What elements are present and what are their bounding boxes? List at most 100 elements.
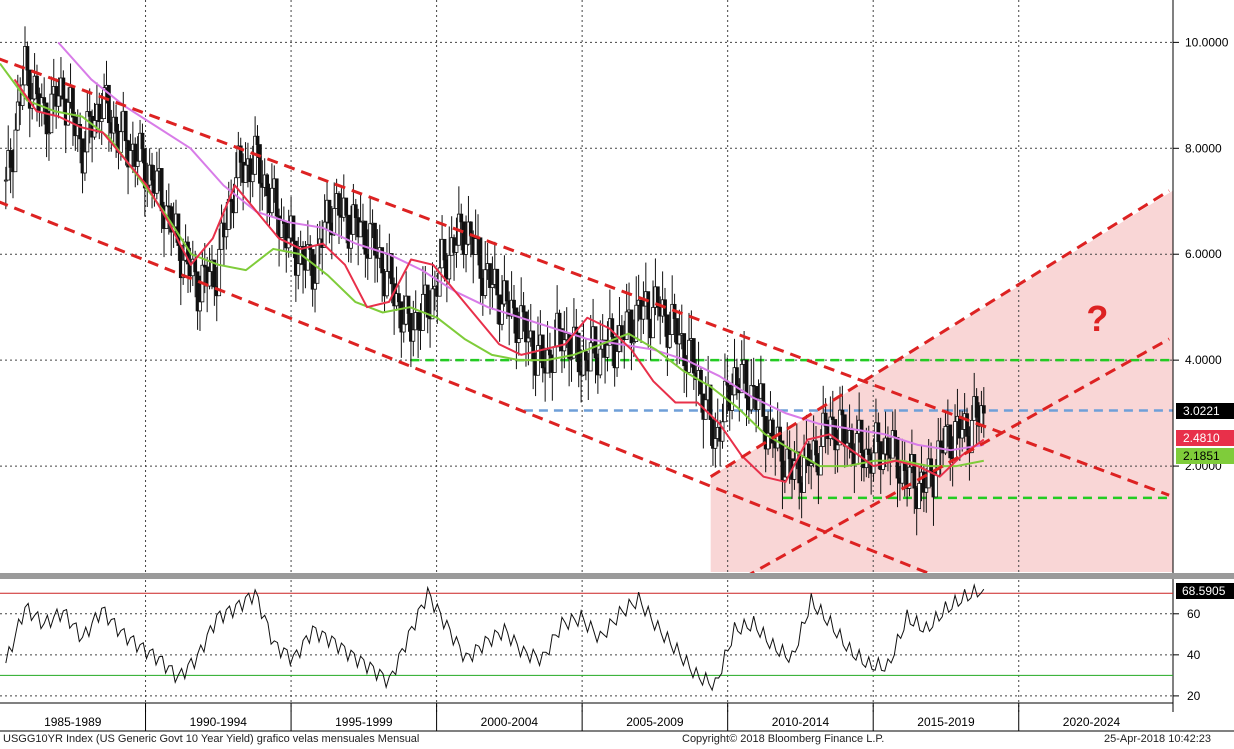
candle-body [27, 69, 32, 109]
candle-body [490, 284, 495, 288]
candle-body [907, 466, 912, 489]
candle-body [399, 301, 404, 333]
rsi-line [5, 583, 985, 692]
candle-body [830, 416, 835, 420]
candle-body [447, 254, 452, 280]
candle-body [818, 446, 823, 476]
candle-body [629, 309, 634, 344]
candle-body [770, 419, 775, 444]
rsi-last-label: 68.5905 [1182, 584, 1226, 598]
price-label-box [1176, 448, 1234, 464]
candle-body [176, 213, 181, 246]
candle-body [850, 429, 854, 453]
rsi-panel: 60 40 20 68.5905 [0, 583, 1234, 703]
candle-body [524, 311, 528, 343]
candle-body [87, 111, 92, 117]
candle-body [969, 419, 974, 454]
channel-line-lower-down [0, 200, 940, 579]
candle-body [44, 102, 49, 135]
candle-body [337, 193, 341, 216]
candle-body [373, 222, 377, 256]
price-label-box [1176, 430, 1234, 446]
candle-body [327, 199, 332, 224]
candle-body [761, 383, 766, 417]
candle-body [610, 318, 615, 338]
candle-body [531, 330, 536, 361]
candle-body [243, 164, 248, 183]
x-tick-label: 2005-2009 [626, 715, 684, 729]
candle-body [25, 46, 30, 71]
candle-body [840, 409, 845, 416]
candle-body [821, 412, 826, 447]
candle-body [691, 338, 696, 374]
candle-body [459, 213, 464, 223]
candle-body [430, 288, 435, 320]
candle-body [332, 208, 337, 236]
rsi-y-tick-label: 20 [1187, 689, 1201, 703]
candle-body [140, 132, 145, 150]
candle-body [71, 86, 75, 118]
x-tick-label: 2010-2014 [772, 715, 830, 729]
candle-body [646, 291, 651, 320]
candle-body [593, 326, 598, 359]
candle-body [97, 103, 102, 123]
candle-body [385, 271, 389, 297]
candle-body [557, 312, 562, 330]
candle-body [409, 313, 413, 342]
candle-body [787, 448, 792, 460]
candle-body [358, 221, 363, 238]
candle-body [665, 314, 670, 348]
y-tick-label: 4.0000 [1185, 353, 1222, 367]
candle-body [35, 75, 39, 95]
candle-body [389, 253, 394, 285]
candle-body [83, 151, 87, 174]
candle-body [912, 454, 917, 489]
candle-body [248, 158, 253, 183]
candle-body [401, 323, 406, 333]
candle-body [521, 305, 526, 313]
candle-body [720, 421, 725, 442]
footer-right: 25-Apr-2018 10:42:23 [1104, 733, 1212, 745]
candle-body [106, 84, 111, 124]
shaded-projection-area [710, 190, 1173, 572]
candle-body [483, 269, 488, 296]
question-annotation: ? [1086, 298, 1108, 339]
candle-body [293, 240, 298, 276]
candle-body [500, 303, 504, 325]
candle-body [488, 263, 492, 288]
purple-moving-average [57, 41, 984, 452]
candle-body [929, 458, 933, 472]
candle-body [154, 170, 159, 194]
candle-body [3, 179, 8, 182]
candle-body [411, 329, 416, 342]
red-moving-average [13, 78, 985, 483]
candle-body [406, 295, 411, 314]
footer-left: USGG10YR Index (US Generic Govt 10 Year … [3, 733, 420, 745]
x-tick-label: 2020-2024 [1063, 715, 1121, 729]
panel-separator [0, 573, 1234, 579]
candle-body [723, 380, 727, 423]
x-tick-label: 2015-2019 [917, 715, 975, 729]
candle-body [569, 357, 574, 360]
candle-body [780, 440, 785, 481]
candle-body [310, 249, 315, 290]
green-moving-average [0, 62, 984, 468]
candle-body [981, 405, 986, 414]
candle-body [514, 307, 519, 343]
candle-body [713, 438, 718, 449]
candle-body [924, 487, 929, 493]
candle-body [545, 349, 550, 374]
candle-body [548, 349, 552, 356]
candle-body [866, 448, 871, 455]
candle-body [265, 174, 269, 197]
candle-body [890, 430, 895, 459]
candle-body [943, 426, 948, 454]
candle-body [212, 259, 217, 288]
price-label-text: 2.4810 [1183, 431, 1220, 445]
rsi-y-tick-label: 40 [1187, 648, 1201, 662]
candle-body [142, 148, 147, 189]
candle-body [284, 223, 289, 249]
candle-body [615, 351, 619, 369]
candle-body [854, 433, 859, 466]
